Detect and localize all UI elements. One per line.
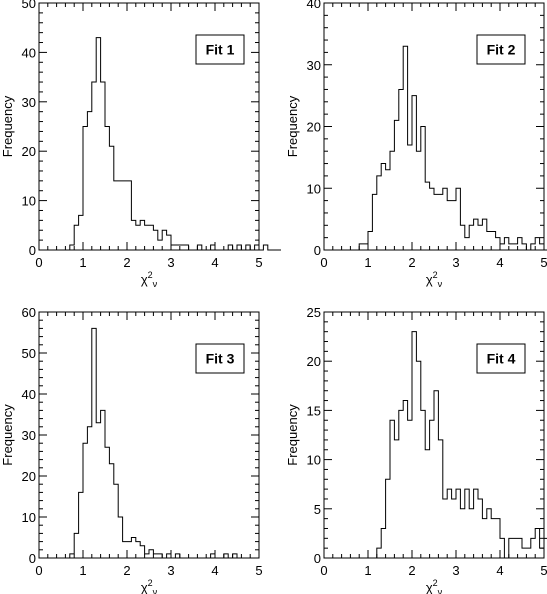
x-tick-label: 5 (255, 255, 262, 270)
y-tick-label: 20 (307, 354, 321, 369)
x-tick-label: 3 (167, 255, 174, 270)
y-tick-label: 30 (307, 58, 321, 73)
y-tick-label: 5 (314, 502, 321, 517)
x-tick-label: 1 (364, 563, 371, 578)
y-tick-label: 30 (22, 95, 36, 110)
y-tick-label: 25 (307, 305, 321, 320)
x-tick-label: 5 (255, 563, 262, 578)
y-tick-label: 20 (307, 120, 321, 135)
y-tick-label: 0 (314, 243, 321, 258)
chart-panel-4: 0 1 2 3 4 5 0 5 10 15 20 25 χ2ν Frequency Fit 4 (285, 305, 547, 594)
plot-frame (323, 311, 545, 559)
x-tick-label: 2 (123, 563, 130, 578)
histogram-series (65, 327, 259, 559)
y-tick-label: 50 (22, 0, 36, 11)
y-tick-label: 10 (22, 194, 36, 209)
x-tick-label: 3 (452, 255, 459, 270)
x-axis-title: χ2ν (426, 578, 443, 594)
x-tick-label: 0 (320, 563, 327, 578)
y-axis-title: Frequency (285, 95, 300, 157)
y-tick-label: 10 (307, 453, 321, 468)
y-tick-label: 10 (22, 510, 36, 525)
histogram-series (354, 45, 547, 251)
x-tick-label: 1 (364, 255, 371, 270)
y-tick-label: 20 (22, 144, 36, 159)
y-axis-title: Frequency (0, 404, 15, 466)
x-tick-label: 3 (452, 563, 459, 578)
y-tick-label: 20 (22, 469, 36, 484)
x-tick-label: 4 (211, 255, 218, 270)
histogram-series (65, 37, 281, 251)
x-tick-label: 0 (320, 255, 327, 270)
y-tick-label: 40 (22, 387, 36, 402)
x-axis-title: χ2ν (141, 270, 158, 289)
x-tick-label: 2 (408, 563, 415, 578)
x-tick-label: 4 (496, 563, 503, 578)
histogram-series (372, 331, 547, 559)
x-tick-label: 4 (211, 563, 218, 578)
x-axis-title: χ2ν (426, 270, 443, 289)
legend-box (476, 34, 526, 65)
y-tick-label: 40 (307, 0, 321, 11)
y-tick-label: 0 (29, 243, 36, 258)
x-tick-label: 4 (496, 255, 503, 270)
y-tick-label: 15 (307, 403, 321, 418)
y-tick-label: 10 (307, 181, 321, 196)
x-tick-label: 0 (35, 255, 42, 270)
legend-label: Fit 4 (487, 351, 516, 367)
y-tick-label: 30 (22, 428, 36, 443)
plot-frame (38, 2, 260, 251)
legend-box (476, 343, 526, 374)
legend-box (195, 34, 245, 65)
legend-label: Fit 3 (206, 351, 235, 367)
legend-label: Fit 1 (206, 42, 235, 58)
y-axis-title: Frequency (285, 404, 300, 466)
y-tick-label: 0 (314, 551, 321, 566)
x-tick-label: 1 (79, 563, 86, 578)
x-axis-title: χ2ν (141, 578, 158, 594)
x-tick-label: 5 (540, 563, 547, 578)
x-tick-label: 1 (79, 255, 86, 270)
y-tick-label: 60 (22, 305, 36, 320)
y-tick-label: 0 (29, 551, 36, 566)
legend-box (195, 343, 245, 374)
chart-panel-2: 0 1 2 3 4 5 0 10 20 30 40 χ2ν Frequency Fit 2 (285, 0, 547, 289)
x-tick-label: 3 (167, 563, 174, 578)
x-tick-label: 2 (123, 255, 130, 270)
x-tick-label: 0 (35, 563, 42, 578)
legend-label: Fit 2 (487, 42, 516, 58)
y-axis-title: Frequency (0, 95, 15, 157)
x-tick-label: 5 (540, 255, 547, 270)
y-tick-label: 50 (22, 346, 36, 361)
y-tick-label: 40 (22, 45, 36, 60)
x-tick-label: 2 (408, 255, 415, 270)
